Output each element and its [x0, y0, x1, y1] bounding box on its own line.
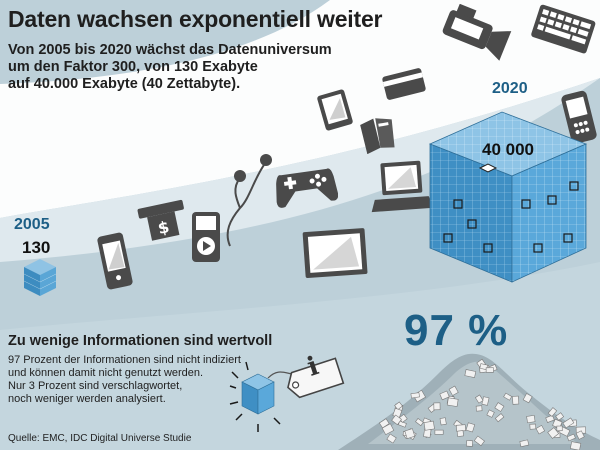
paper-sheet [415, 417, 424, 427]
mp3-player-icon [192, 212, 220, 262]
start-value: 130 [22, 238, 51, 257]
subtitle-line: Von 2005 bis 2020 wächst das Datenuniver… [8, 42, 332, 58]
paper-sheet [522, 393, 533, 404]
paper-sheet [575, 430, 585, 440]
paper-sheet [535, 424, 546, 435]
paper-sheet [434, 429, 444, 435]
paper-sheet [474, 394, 484, 404]
paper-sheet [433, 402, 441, 411]
monitor-icon [302, 228, 368, 279]
paper-sheet [381, 423, 395, 436]
paper-sheet [494, 413, 505, 423]
paper-sheet [446, 397, 459, 407]
paper-sheet [494, 402, 505, 412]
end-value: 40 000 [482, 140, 534, 159]
percent-value: 97 % [404, 306, 509, 355]
paper-sheet [519, 439, 530, 448]
paper-sheet [391, 414, 402, 426]
paper-sheet [479, 363, 488, 371]
paper-sheet [466, 440, 474, 447]
paper-pile-icon [338, 353, 600, 450]
section-line: und können damit nicht genutzt werden. [8, 367, 204, 379]
atm-card-icon: $ [137, 199, 184, 241]
paper-sheet [547, 407, 558, 417]
paper-sheet [448, 385, 459, 396]
book-icon [360, 118, 395, 154]
paper-sheet [439, 417, 447, 426]
video-camera-icon [442, 4, 512, 61]
paper-sheet [473, 435, 485, 447]
paper-sheet [555, 412, 565, 421]
paper-sheet [386, 433, 397, 444]
paper-sheet [464, 369, 477, 378]
section-line: noch weniger werden analysiert. [8, 393, 166, 405]
paper-sheet [404, 428, 416, 439]
paper-sheet [475, 405, 483, 412]
page-subtitle: Von 2005 bis 2020 wächst das Datenuniver… [8, 42, 332, 93]
paper-sheet [485, 367, 494, 373]
section-heading: Zu wenige Informationen sind wertvoll [8, 333, 273, 349]
earphones-icon [226, 154, 272, 247]
tablet-icon [317, 89, 353, 131]
large-data-cube-icon [428, 111, 588, 283]
paper-sheet [503, 392, 513, 401]
small-data-cube-icon [23, 259, 57, 296]
subtitle-line: um den Faktor 300, von 130 Exabyte [8, 59, 258, 75]
section-line: Nur 3 Prozent sind verschlagwortet, [8, 380, 183, 392]
section-line: 97 Prozent der Informationen sind nicht … [8, 354, 241, 366]
phone-icon [561, 90, 597, 144]
keyboard-icon [531, 4, 596, 54]
paper-sheet [570, 441, 582, 450]
credit-card-icon [382, 68, 426, 100]
end-year: 2020 [492, 80, 528, 97]
source-note: Quelle: EMC, IDC Digital Universe Studie [8, 433, 192, 444]
paper-sheet [378, 418, 390, 429]
paper-sheet [526, 414, 536, 424]
paper-sheet [455, 424, 466, 432]
paper-sheet [566, 433, 576, 442]
svg-text:$: $ [156, 217, 171, 238]
paper-sheet [547, 427, 560, 439]
paper-sheet [439, 390, 450, 401]
paper-sheet [423, 420, 435, 431]
paper-sheet [456, 430, 464, 437]
page-title: Daten wachsen exponentiell weiter [8, 6, 383, 32]
subtitle-line: auf 40.000 Exabyte (40 Zettabyte). [8, 76, 241, 92]
start-year: 2005 [14, 216, 50, 233]
tagged-cube-icon [229, 357, 345, 432]
paper-sheet [394, 401, 403, 411]
mobile-phone-icon [97, 232, 133, 290]
paper-sheet [529, 423, 537, 430]
paper-sheet [562, 417, 575, 429]
laptop-icon [371, 160, 434, 213]
paper-sheet [465, 422, 476, 433]
paper-sheet [486, 409, 495, 418]
paper-sheet [545, 414, 555, 423]
paper-sheet [512, 395, 520, 405]
paper-sheet [556, 425, 563, 432]
section-text: 97 Prozent der Informationen sind nicht … [8, 354, 241, 406]
paper-sheet [410, 392, 420, 399]
gamepad-icon [276, 168, 338, 208]
